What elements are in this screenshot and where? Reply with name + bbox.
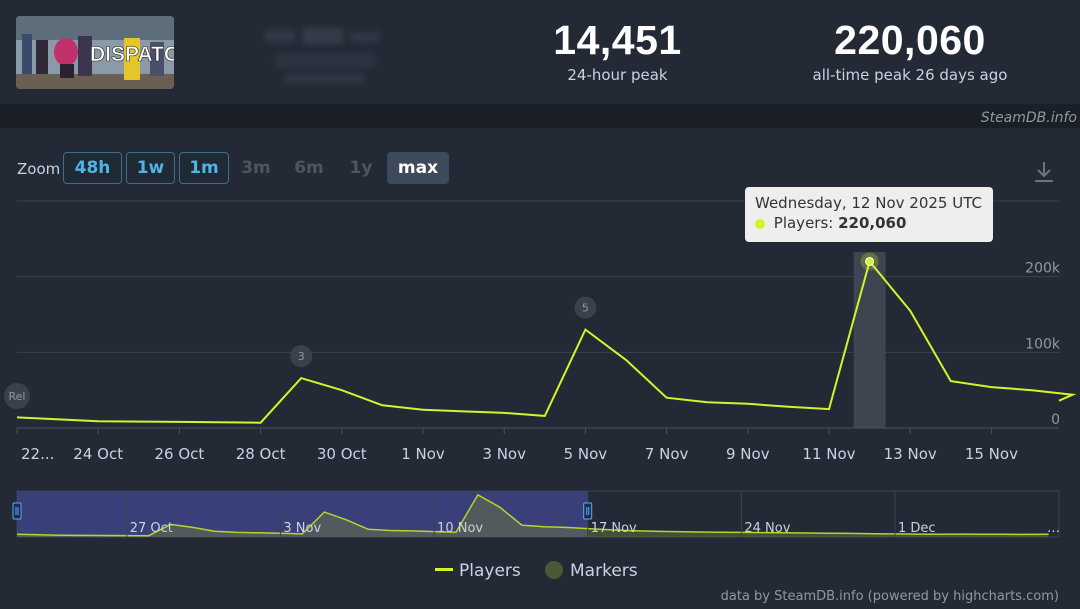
- x-tick-label: 11 Nov: [802, 445, 855, 463]
- logo-text: DISPATCH: [90, 43, 174, 66]
- stat-all-time-label: all-time peak 26 days ago: [812, 66, 1008, 84]
- zoom-1w-button[interactable]: 1w: [126, 152, 175, 184]
- y-tick-label: 200k: [1025, 261, 1061, 277]
- download-icon[interactable]: [1033, 160, 1055, 188]
- navigator-handle: [583, 502, 593, 520]
- legend-markers-label: Markers: [570, 561, 638, 581]
- x-tick-label: 28 Oct: [236, 445, 286, 463]
- zoom-3m-button[interactable]: 3m: [241, 158, 271, 178]
- navigator-tick-label: 10 Nov: [437, 521, 483, 536]
- x-tick-label: 30 Oct: [317, 445, 367, 463]
- zoom-label: Zoom: [17, 160, 61, 178]
- data-credit[interactable]: data by SteamDB.info (powered by highcha…: [720, 589, 1059, 604]
- game-header-image[interactable]: DISPATCH: [16, 16, 174, 89]
- chart-tooltip: Wednesday, 12 Nov 2025 UTC Players: 220,…: [745, 187, 993, 242]
- players-series-line: [16, 259, 1077, 424]
- stat-all-time-peak: 220,060 all-time peak 26 days ago: [790, 18, 1030, 84]
- x-tick-label: 22...: [21, 445, 54, 463]
- navigator-tick-overflow: …: [1047, 521, 1060, 536]
- event-marker: [290, 345, 313, 368]
- header-panel: DISPATCH 14,451 24-hour peak 220,060 all…: [0, 0, 1080, 104]
- x-tick-label: 24 Oct: [73, 445, 123, 463]
- x-tick-label: 3 Nov: [482, 445, 526, 463]
- tooltip-series-label: Players:: [773, 214, 834, 232]
- x-tick-label: 9 Nov: [726, 445, 770, 463]
- legend-line-symbol: [435, 568, 453, 571]
- x-tick-label: 15 Nov: [965, 445, 1018, 463]
- stat-all-time-value: 220,060: [834, 17, 986, 63]
- players-chart[interactable]: 0 100k 200k Rel 3 5 22... 24 Oct 26 Oct 28 Oct 30 …: [0, 190, 1080, 470]
- navigator-area: [17, 494, 1049, 537]
- legend-players-label: Players: [459, 561, 521, 581]
- navigator-selected-range: [17, 491, 588, 537]
- navigator-line: [16, 493, 1049, 537]
- stat-24h-value: 14,451: [553, 17, 682, 63]
- navigator-tick-label: 24 Nov: [744, 521, 790, 536]
- navigator-tick-label: 27 Oct: [130, 521, 173, 536]
- x-tick-label: 7 Nov: [645, 445, 689, 463]
- navigator-tick-label: 3 Nov: [283, 521, 321, 536]
- y-tick-label: 0: [1051, 412, 1060, 428]
- event-marker: [4, 383, 30, 409]
- zoom-1y-button[interactable]: 1y: [349, 158, 373, 178]
- legend-marker-symbol: [545, 561, 563, 579]
- navigator-tick-label: 17 Nov: [591, 521, 637, 536]
- hover-band: [853, 252, 886, 428]
- event-marker-label: Rel: [9, 390, 26, 403]
- zoom-48h-button[interactable]: 48h: [63, 152, 122, 184]
- legend-players[interactable]: Players: [435, 561, 521, 581]
- legend-markers[interactable]: Markers: [545, 561, 638, 581]
- tooltip-row: Players: 220,060: [755, 214, 983, 232]
- zoom-1m-button[interactable]: 1m: [179, 152, 229, 184]
- event-marker: [574, 296, 597, 319]
- stat-24h-peak: 14,451 24-hour peak: [530, 18, 705, 84]
- stat-24h-label: 24-hour peak: [567, 66, 668, 84]
- tooltip-date: Wednesday, 12 Nov 2025 UTC: [755, 194, 982, 212]
- x-tick-label: 26 Oct: [155, 445, 205, 463]
- event-marker-label: 3: [298, 350, 305, 363]
- blurred-logo: [255, 20, 395, 92]
- tooltip-value: 220,060: [838, 214, 907, 232]
- chart-navigator[interactable]: 27 Oct 3 Nov 10 Nov 17 Nov 24 Nov 1 Dec …: [0, 488, 1080, 544]
- tooltip-series-dot: [755, 219, 765, 229]
- x-tick-label: 5 Nov: [564, 445, 608, 463]
- highlight-point: [865, 256, 875, 266]
- navigator-handle: [12, 502, 22, 520]
- x-tick-label: 1 Nov: [401, 445, 445, 463]
- event-marker-label: 5: [582, 302, 589, 315]
- zoom-6m-button[interactable]: 6m: [294, 158, 324, 178]
- y-tick-label: 100k: [1025, 336, 1061, 352]
- x-tick-label: 13 Nov: [884, 445, 937, 463]
- zoom-max-button[interactable]: max: [387, 152, 449, 184]
- navigator-tick-label: 1 Dec: [898, 521, 936, 536]
- steamdb-credit-link[interactable]: SteamDB.info: [980, 110, 1077, 126]
